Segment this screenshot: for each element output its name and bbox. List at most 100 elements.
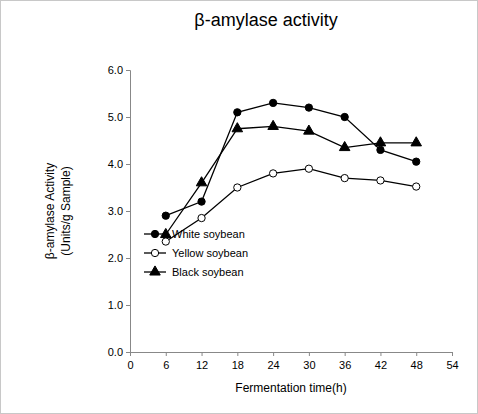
- x-tick-label: 18: [232, 359, 244, 371]
- marker: [269, 99, 276, 106]
- y-axis-title: (Units/g Sample): [59, 166, 73, 255]
- x-tick-label: 42: [375, 359, 387, 371]
- marker: [377, 146, 384, 153]
- marker: [377, 177, 384, 184]
- y-axis-line: [126, 71, 131, 353]
- x-tick-mark: [345, 352, 346, 356]
- marker: [413, 158, 420, 165]
- x-tick: 0: [127, 352, 133, 371]
- x-tick: 36: [339, 352, 351, 371]
- legend-label: White soybean: [172, 228, 245, 240]
- x-tick: 54: [446, 352, 458, 371]
- x-tick-mark: [416, 352, 417, 356]
- y-tick-label: 0.0: [108, 346, 123, 358]
- marker: [341, 174, 348, 181]
- x-tick-mark: [309, 352, 310, 356]
- legend-item: Black soybean: [144, 266, 244, 278]
- marker: [198, 214, 205, 221]
- x-axis-title: Fermentation time(h): [235, 381, 346, 395]
- marker: [413, 183, 420, 190]
- x-tick-label: 36: [339, 359, 351, 371]
- legend-marker: [150, 266, 161, 275]
- chart: β-amylase activity 0 6 12 18 24 30 36 42 48 54 0.0 1…: [0, 0, 478, 414]
- x-tick: 24: [267, 352, 279, 371]
- chart-border: [1, 1, 478, 414]
- y-tick-mark: [126, 164, 130, 165]
- marker: [305, 104, 312, 111]
- marker: [269, 170, 276, 177]
- lines: [166, 103, 416, 242]
- y-tick: 1.0: [108, 299, 130, 311]
- x-tick-mark: [202, 352, 203, 356]
- y-tick-label: 4.0: [108, 158, 123, 170]
- y-axis: 0.0 1.0 2.0 3.0 4.0 5.0 6.0: [108, 64, 131, 358]
- x-tick-mark: [452, 352, 453, 356]
- y-tick-label: 3.0: [108, 205, 123, 217]
- y-tick-mark: [126, 258, 130, 259]
- x-tick-label: 6: [163, 359, 169, 371]
- y-tick: 2.0: [108, 252, 130, 264]
- y-tick: 4.0: [108, 158, 130, 170]
- marker: [198, 198, 205, 205]
- y-tick: 3.0: [108, 205, 130, 217]
- x-tick-label: 48: [411, 359, 423, 371]
- marker: [162, 212, 169, 219]
- marker: [411, 137, 422, 146]
- title: β-amylase activity: [194, 10, 337, 30]
- marker: [162, 238, 169, 245]
- series-line: [166, 169, 416, 242]
- legend-item: White soybean: [144, 228, 245, 240]
- marker: [161, 228, 172, 237]
- marker: [234, 184, 241, 191]
- marker: [268, 120, 279, 129]
- legend-marker: [151, 249, 158, 256]
- y-tick-label: 1.0: [108, 299, 123, 311]
- x-tick: 42: [375, 352, 387, 371]
- marker: [234, 109, 241, 116]
- plot-area: [161, 99, 422, 245]
- marker: [375, 137, 386, 146]
- x-tick: 30: [303, 352, 315, 371]
- marker: [341, 113, 348, 120]
- legend-item: Yellow soybean: [144, 247, 248, 259]
- y-tick: 0.0: [108, 346, 130, 358]
- marker: [305, 165, 312, 172]
- y-tick-mark: [126, 70, 130, 71]
- x-tick-mark: [380, 352, 381, 356]
- x-tick-label: 12: [196, 359, 208, 371]
- x-tick-mark: [237, 352, 238, 356]
- y-tick: 5.0: [108, 111, 130, 123]
- x-tick-label: 24: [267, 359, 279, 371]
- legend-label: Yellow soybean: [172, 247, 248, 259]
- legend-label: Black soybean: [172, 266, 244, 278]
- legend: White soybean Yellow soybean Black soybean: [144, 228, 248, 278]
- markers: [161, 99, 422, 245]
- y-tick-label: 5.0: [108, 111, 123, 123]
- marker: [196, 177, 207, 186]
- x-tick-mark: [273, 352, 274, 356]
- y-tick-mark: [126, 352, 130, 353]
- x-tick: 48: [411, 352, 423, 371]
- y-tick-mark: [126, 305, 130, 306]
- y-tick-label: 6.0: [108, 64, 123, 76]
- y-axis-title: β-amylase Activity: [43, 163, 57, 259]
- series-line: [166, 103, 416, 216]
- x-tick-label: 30: [303, 359, 315, 371]
- marker: [304, 125, 315, 134]
- series-line: [166, 126, 416, 234]
- y-tick-mark: [126, 117, 130, 118]
- x-tick-label: 54: [446, 359, 458, 371]
- x-tick: 18: [232, 352, 244, 371]
- x-tick: 6: [163, 352, 169, 371]
- marker: [232, 123, 243, 132]
- x-tick: 12: [196, 352, 208, 371]
- x-tick-label: 0: [127, 359, 133, 371]
- y-tick-label: 2.0: [108, 252, 123, 264]
- y-tick-mark: [126, 211, 130, 212]
- y-tick: 6.0: [108, 64, 130, 76]
- x-tick-mark: [166, 352, 167, 356]
- marker: [339, 141, 350, 150]
- x-axis: 0 6 12 18 24 30 36 42 48 54: [127, 352, 458, 371]
- legend-marker: [151, 230, 158, 237]
- x-axis-line: [131, 353, 453, 357]
